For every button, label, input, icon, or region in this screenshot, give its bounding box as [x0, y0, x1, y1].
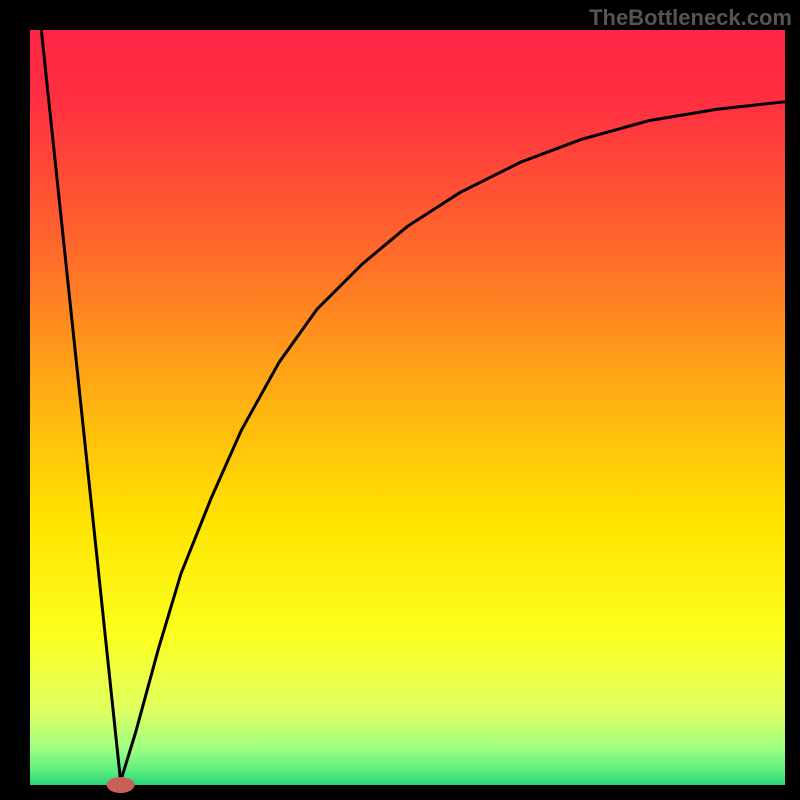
- bottleneck-chart: [0, 0, 800, 800]
- plot-gradient-background: [30, 30, 785, 785]
- watermark-text: TheBottleneck.com: [589, 5, 792, 31]
- valley-marker: [107, 777, 135, 793]
- chart-container: TheBottleneck.com: [0, 0, 800, 800]
